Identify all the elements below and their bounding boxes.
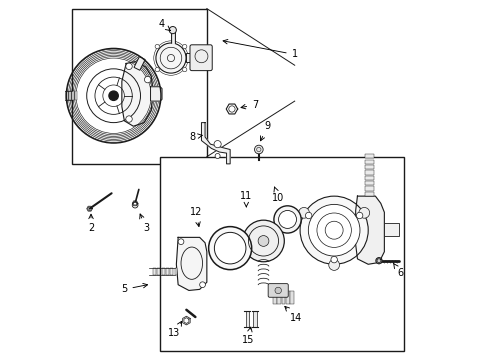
Bar [153,268,156,275]
Text: 1: 1 [223,40,297,59]
Text: 12: 12 [189,207,202,226]
Circle shape [242,220,284,262]
Circle shape [274,287,281,294]
Polygon shape [150,87,162,101]
Bar [364,186,373,191]
Circle shape [182,67,186,72]
Bar [63,91,65,100]
Circle shape [199,282,205,288]
Polygon shape [122,62,153,126]
Bar [174,268,177,275]
Bar [364,165,373,169]
Text: 10: 10 [272,187,284,203]
FancyBboxPatch shape [267,284,287,297]
Bar [61,91,62,100]
Circle shape [109,91,118,100]
Circle shape [214,232,245,264]
Bar [364,170,373,175]
Bar [285,291,289,304]
Text: 4: 4 [159,19,170,31]
Bar [364,176,373,180]
Circle shape [215,153,220,158]
Bar [66,91,68,100]
Text: 8: 8 [189,132,202,142]
Bar [273,291,276,304]
Polygon shape [226,104,237,114]
Text: 13: 13 [168,321,181,338]
Polygon shape [183,316,190,325]
Circle shape [375,257,382,264]
Bar [72,9,206,164]
Circle shape [254,145,263,154]
Circle shape [278,211,296,228]
Bar [165,268,168,275]
Bar [170,268,173,275]
Circle shape [214,140,221,148]
Circle shape [300,196,367,264]
Circle shape [328,260,339,270]
Circle shape [258,235,268,246]
Bar [290,291,293,304]
Bar [245,311,249,327]
Bar [277,291,281,304]
Circle shape [155,44,159,49]
Bar [364,181,373,185]
Circle shape [169,27,176,34]
Bar [160,157,403,351]
Circle shape [330,256,337,263]
Text: 5: 5 [121,283,147,294]
Bar [281,291,285,304]
Text: 3: 3 [140,214,149,233]
Bar [162,268,164,275]
Bar [185,53,203,62]
Bar [69,91,71,100]
Polygon shape [176,237,206,291]
Circle shape [356,212,362,219]
Bar [75,91,77,100]
Bar [364,154,373,158]
FancyArrow shape [134,57,145,70]
Polygon shape [355,196,384,264]
Text: 15: 15 [242,327,254,345]
Circle shape [208,226,251,270]
Circle shape [132,202,138,208]
Polygon shape [201,123,230,164]
Circle shape [182,44,186,49]
Circle shape [144,76,151,83]
Bar [364,159,373,164]
Text: 7: 7 [241,100,258,110]
Bar [384,223,398,235]
Text: 6: 6 [392,263,403,278]
Bar [157,268,160,275]
Text: 11: 11 [240,191,252,207]
Text: 9: 9 [260,121,270,141]
Bar [72,91,74,100]
Text: 2: 2 [88,214,94,233]
Bar [364,192,373,196]
Circle shape [273,206,301,233]
Circle shape [125,116,132,122]
Circle shape [305,212,311,219]
Circle shape [358,207,369,218]
Circle shape [308,204,359,256]
Text: 14: 14 [284,306,302,323]
Bar [253,311,257,327]
Circle shape [156,43,185,73]
Circle shape [178,239,183,244]
Circle shape [155,67,159,72]
FancyBboxPatch shape [190,45,212,71]
Circle shape [125,63,132,69]
Circle shape [298,207,309,218]
Polygon shape [183,318,188,323]
